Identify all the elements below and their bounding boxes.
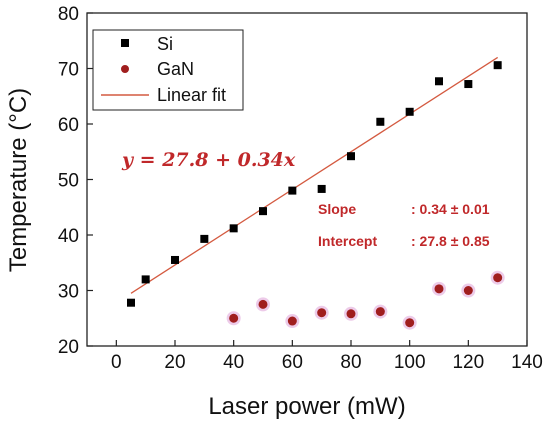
si-point [288, 186, 297, 195]
legend-si-marker [121, 39, 129, 47]
y-tick-label: 70 [58, 60, 79, 81]
si-point [317, 184, 326, 193]
si-point [405, 107, 414, 116]
legend-fit-label: Linear fit [157, 85, 226, 105]
legend: Si GaN Linear fit [92, 29, 244, 111]
legend-si-label: Si [157, 34, 173, 54]
x-tick-label: 20 [164, 352, 185, 373]
y-tick-label: 40 [58, 226, 79, 247]
si-point [229, 224, 238, 233]
intercept-label: Intercept [318, 233, 377, 249]
fit-equation: y = 27.8 + 0.34x [121, 149, 296, 171]
slope-value: : 0.34 ± 0.01 [411, 201, 490, 217]
x-tick-label: 100 [394, 352, 426, 373]
gan-point [405, 318, 415, 328]
gan-point [463, 286, 473, 295]
axis-ticks: 0 20 40 60 80 100 120 140 20 30 40 50 60 70 80 [58, 4, 543, 373]
si-point [171, 255, 179, 264]
si-point [259, 207, 267, 216]
y-tick-label: 80 [58, 4, 79, 25]
data-points [127, 61, 505, 330]
x-tick-label: 140 [511, 352, 543, 373]
legend-gan-marker [121, 65, 129, 73]
gan-point [317, 308, 327, 318]
x-tick-label: 60 [282, 352, 303, 373]
y-axis-title: Temperature (°C) [5, 88, 32, 272]
slope-label: Slope [318, 201, 356, 217]
fit-layer [130, 56, 499, 294]
si-point [376, 117, 385, 126]
legend-box [92, 29, 244, 111]
y-tick-label: 50 [58, 171, 79, 192]
gan-point [346, 309, 356, 319]
y-tick-label: 30 [58, 282, 79, 303]
x-tick-label: 0 [111, 352, 122, 373]
gan-point [434, 284, 444, 294]
gan-point [229, 313, 239, 323]
gan-point [375, 307, 385, 317]
x-tick-label: 80 [340, 352, 361, 373]
x-tick-label: 120 [452, 352, 484, 373]
y-tick-label: 60 [58, 115, 79, 136]
y-tick-label: 20 [58, 337, 79, 358]
si-point [200, 234, 209, 243]
intercept-value: : 27.8 ± 0.85 [411, 233, 490, 249]
si-point [127, 298, 135, 307]
si-point [493, 61, 502, 70]
x-tick-label: 40 [223, 352, 244, 373]
legend-gan-label: GaN [157, 59, 194, 79]
si-point [347, 152, 355, 161]
gan-point [258, 299, 268, 309]
x-axis-title: Laser power (mW) [208, 393, 405, 420]
gan-point [493, 273, 503, 283]
si-point [464, 80, 473, 89]
gan-point [287, 316, 297, 326]
si-point [435, 77, 443, 86]
linear-fit-line [130, 56, 499, 294]
si-point [141, 275, 150, 284]
